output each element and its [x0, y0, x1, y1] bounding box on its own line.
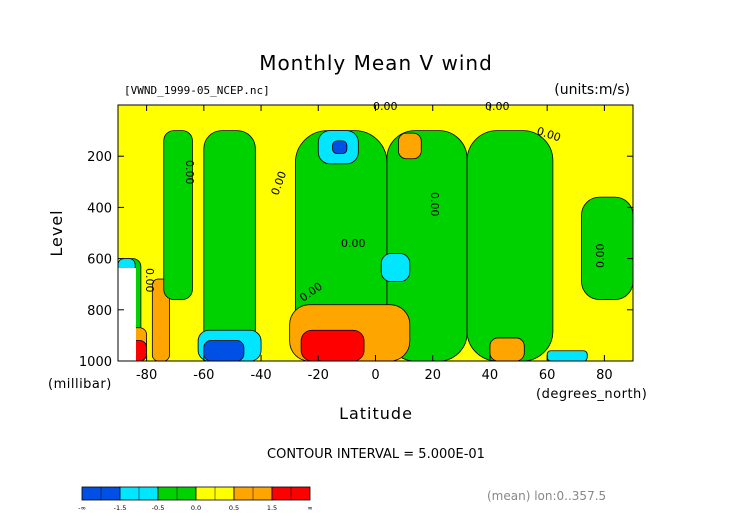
- x-tick-label: -60: [193, 368, 214, 383]
- units-label: (units:m/s): [554, 82, 630, 98]
- colorbar-tick-label: -∞: [78, 504, 86, 512]
- contour-region-orange: [489, 337, 525, 361]
- contour-fill-layer: [118, 130, 633, 361]
- colorbar-tick-label: 0.0: [191, 504, 201, 512]
- colorbar-tick-label: 0.5: [229, 504, 239, 512]
- chart-title: Monthly Mean V wind: [259, 51, 493, 75]
- contour-label: 0.00: [428, 192, 441, 217]
- contour-region-cyan: [380, 253, 411, 283]
- contour-region-green: [466, 130, 554, 361]
- x-axis: -80 -60 -40 -20 0 20 40 60 80: [136, 105, 613, 383]
- colorbar-tick-label: -0.5: [152, 504, 165, 512]
- contour-region-blue: [332, 140, 348, 155]
- contour-region-orange: [397, 132, 422, 160]
- contour-region-red: [300, 329, 365, 361]
- y-tick-label: 1000: [79, 355, 112, 370]
- contour-label: 0.00: [485, 100, 510, 113]
- contour-region-green: [203, 130, 256, 361]
- colorbar-tick-label: 1.5: [267, 504, 277, 512]
- contour-region-cyan: [546, 350, 588, 361]
- x-tick-label: 60: [539, 368, 556, 383]
- contour-region-blue: [203, 340, 245, 361]
- x-axis-title: Latitude: [339, 404, 413, 423]
- x-tick-label: 20: [424, 368, 441, 383]
- y-axis: 200 400 600 800 1000: [79, 150, 633, 370]
- contour-label: 0.00: [143, 268, 156, 293]
- x-tick-label: -40: [250, 368, 271, 383]
- y-tick-label: 600: [87, 253, 112, 268]
- file-label: [VWND_1999-05_NCEP.nc]: [124, 84, 270, 97]
- contour-region-green: [581, 196, 633, 300]
- missing-data-block: [118, 268, 136, 361]
- y-unit-label: (millibar): [48, 377, 112, 392]
- y-axis-title: Level: [47, 209, 66, 256]
- contour-label: 0.00: [183, 160, 196, 185]
- colorbar-tick-label: ∞: [307, 504, 312, 512]
- footer-label: (mean) lon:0..357.5: [487, 489, 606, 503]
- contour-region-green: [163, 130, 193, 300]
- y-tick-label: 800: [87, 304, 112, 319]
- contour-label: 0.00: [373, 100, 398, 113]
- colorbar: -∞ -1.5 -0.5 0.0 0.5 1.5 ∞: [78, 486, 313, 512]
- y-tick-label: 200: [87, 150, 112, 165]
- x-tick-label: -80: [136, 368, 157, 383]
- x-tick-label: 80: [596, 368, 613, 383]
- contour-label: 0.00: [594, 244, 607, 269]
- x-unit-label: (degrees_north): [536, 387, 647, 402]
- x-tick-label: 0: [371, 368, 379, 383]
- x-tick-label: 40: [482, 368, 499, 383]
- colorbar-tick-label: -1.5: [114, 504, 127, 512]
- contour-interval-text: CONTOUR INTERVAL = 5.000E-01: [267, 447, 485, 462]
- contour-label: 0.00: [341, 237, 366, 250]
- y-tick-label: 400: [87, 201, 112, 216]
- x-tick-label: -20: [308, 368, 329, 383]
